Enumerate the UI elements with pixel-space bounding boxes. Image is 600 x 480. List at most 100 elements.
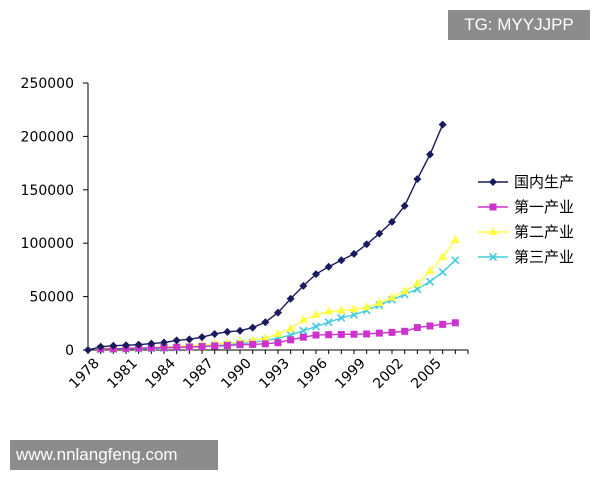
data-point <box>274 308 282 317</box>
data-point <box>286 294 295 303</box>
data-point <box>349 310 359 319</box>
x-tick-label: 1990 <box>218 356 255 393</box>
data-point <box>349 304 359 313</box>
legend-marker <box>489 203 497 211</box>
data-point <box>413 285 422 294</box>
data-point <box>413 324 421 332</box>
legend-marker <box>488 252 498 262</box>
data-point <box>324 262 333 271</box>
data-point <box>388 217 396 226</box>
data-point <box>324 306 334 315</box>
data-point <box>413 175 422 184</box>
series-x <box>96 256 460 354</box>
data-point <box>438 252 448 261</box>
data-point <box>173 343 181 351</box>
data-point <box>210 329 219 338</box>
data-point <box>185 335 194 344</box>
legend-label: 第二产业 <box>514 223 574 241</box>
data-point <box>160 338 168 347</box>
data-point <box>401 327 409 335</box>
data-point <box>450 234 460 243</box>
data-point <box>311 309 321 318</box>
data-point <box>400 201 409 210</box>
x-tick-label: 1981 <box>104 356 141 393</box>
data-point <box>287 336 295 344</box>
data-point <box>425 277 435 286</box>
data-point <box>260 333 270 342</box>
data-point <box>375 229 384 238</box>
x-tick-label: 2002 <box>370 356 407 393</box>
data-point <box>211 342 219 350</box>
x-tick-label: 1984 <box>142 355 179 392</box>
data-point <box>439 320 447 328</box>
data-point <box>362 302 372 311</box>
data-point <box>400 286 410 295</box>
data-point <box>223 342 231 350</box>
data-point <box>451 256 460 265</box>
y-tick-label: 0 <box>65 343 74 359</box>
y-tick-label: 100000 <box>21 236 74 252</box>
data-point <box>236 326 244 335</box>
series-square <box>97 319 459 353</box>
x-tick-label: 2005 <box>408 356 445 393</box>
data-point <box>236 341 244 349</box>
data-point <box>387 292 397 301</box>
series-line <box>87 124 444 351</box>
x-tick-label: 1999 <box>332 356 369 393</box>
data-point <box>198 333 206 342</box>
data-point <box>312 331 320 339</box>
data-point <box>261 318 270 327</box>
data-point <box>299 281 308 290</box>
data-point <box>311 322 321 331</box>
data-point <box>374 298 384 307</box>
data-point <box>134 340 143 349</box>
data-point <box>337 313 346 323</box>
data-point <box>375 329 383 337</box>
legend-label: 第一产业 <box>514 198 574 216</box>
data-point <box>426 150 434 159</box>
data-point <box>84 346 92 354</box>
y-tick-label: 150000 <box>21 183 74 199</box>
data-point <box>249 340 257 348</box>
watermark-bottom: www.nnlangfeng.com <box>10 440 218 470</box>
x-tick-label: 1987 <box>180 356 217 393</box>
data-point <box>426 322 434 330</box>
y-tick-label: 200000 <box>21 129 74 145</box>
data-point <box>337 330 345 338</box>
y-tick-label: 50000 <box>29 290 74 306</box>
data-point <box>325 331 333 339</box>
data-point <box>337 256 346 265</box>
data-point <box>274 339 282 347</box>
legend-label: 第三产业 <box>514 248 574 266</box>
data-point <box>324 318 333 327</box>
series-diamond <box>84 120 447 354</box>
data-point <box>286 323 296 332</box>
data-point <box>438 120 447 129</box>
data-point <box>438 267 447 277</box>
data-point <box>248 323 257 332</box>
data-point <box>362 240 371 249</box>
data-point <box>96 342 105 351</box>
data-point <box>223 327 232 336</box>
watermark-top: TG: MYYJJPP <box>448 10 590 40</box>
data-point <box>198 343 206 351</box>
data-point <box>363 330 371 338</box>
data-point <box>299 326 308 335</box>
data-point <box>261 340 269 348</box>
x-tick-label: 1978 <box>66 356 103 393</box>
y-tick-label: 250000 <box>21 76 74 92</box>
data-point <box>350 249 358 258</box>
data-point <box>185 343 193 351</box>
data-point <box>312 270 320 279</box>
data-point <box>172 336 181 345</box>
data-point <box>412 278 422 287</box>
data-point <box>109 341 118 350</box>
data-point <box>336 305 346 314</box>
data-point <box>147 344 155 352</box>
legend-marker <box>488 227 498 235</box>
data-point <box>160 344 168 352</box>
data-point <box>451 319 459 327</box>
x-tick-label: 1993 <box>256 356 293 393</box>
series-layer <box>84 120 460 354</box>
